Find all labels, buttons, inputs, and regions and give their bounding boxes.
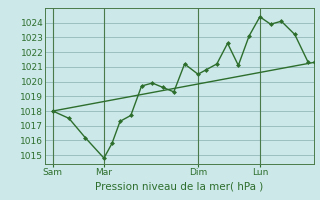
X-axis label: Pression niveau de la mer( hPa ): Pression niveau de la mer( hPa ) [95, 181, 263, 191]
